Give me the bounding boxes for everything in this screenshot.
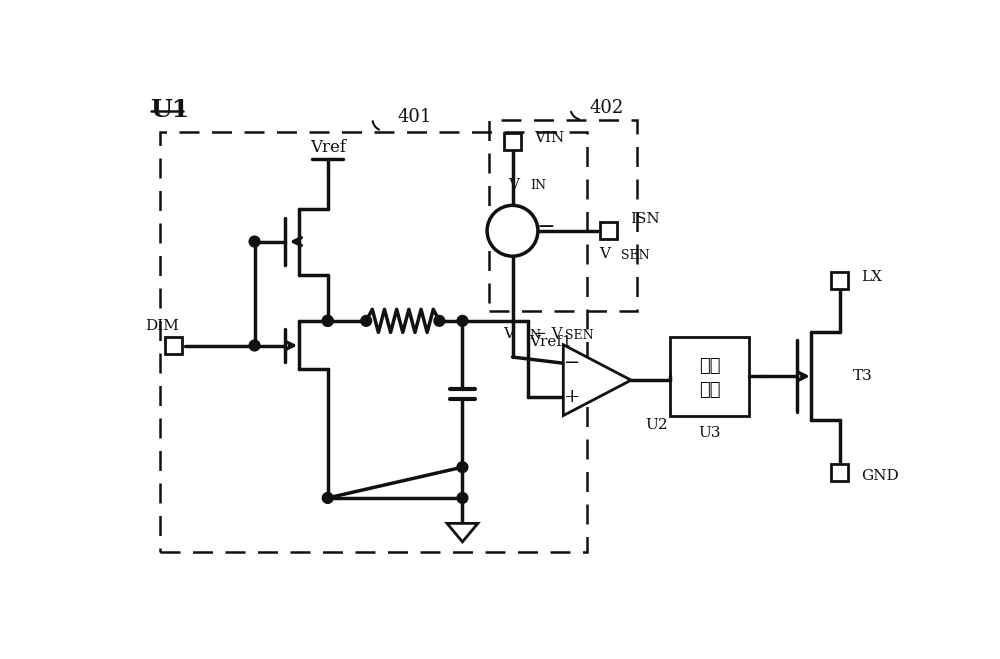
Text: U3: U3: [698, 426, 721, 440]
Circle shape: [434, 316, 445, 326]
Text: IN: IN: [525, 329, 541, 341]
Text: +: +: [564, 388, 581, 406]
Circle shape: [361, 316, 372, 326]
Text: 电路: 电路: [699, 381, 720, 399]
Text: V: V: [509, 177, 520, 192]
Circle shape: [322, 316, 333, 326]
Text: V: V: [600, 247, 611, 261]
Text: SEN: SEN: [621, 248, 650, 262]
Circle shape: [322, 492, 333, 503]
Text: T3: T3: [853, 369, 873, 384]
Text: −: −: [564, 354, 581, 372]
Circle shape: [487, 206, 538, 256]
Bar: [600, 222, 617, 239]
Text: DIM: DIM: [145, 319, 179, 333]
Text: Vref1: Vref1: [529, 335, 572, 349]
Text: ISN: ISN: [630, 212, 660, 226]
Text: IN: IN: [530, 179, 546, 192]
Circle shape: [457, 492, 468, 503]
Text: VIN: VIN: [534, 131, 564, 146]
Bar: [504, 133, 521, 150]
Text: Vref: Vref: [310, 139, 346, 156]
Circle shape: [457, 316, 468, 326]
Bar: [165, 337, 182, 354]
Text: 401: 401: [397, 108, 431, 126]
Circle shape: [457, 462, 468, 473]
Bar: [489, 120, 637, 311]
Bar: [670, 337, 749, 416]
Polygon shape: [563, 345, 631, 416]
Bar: [831, 464, 848, 481]
Text: U2: U2: [645, 418, 668, 432]
Text: −: −: [536, 216, 555, 238]
Bar: [160, 132, 587, 552]
Text: SEN: SEN: [565, 329, 593, 341]
Text: GND: GND: [861, 469, 899, 482]
Circle shape: [249, 236, 260, 247]
Text: V: V: [503, 327, 514, 341]
Bar: [831, 272, 848, 289]
Text: 控制: 控制: [699, 357, 720, 374]
Text: LX: LX: [861, 270, 882, 284]
Text: U1: U1: [151, 98, 190, 121]
Circle shape: [322, 316, 333, 326]
Text: − V: − V: [534, 327, 563, 341]
Polygon shape: [447, 523, 478, 542]
Text: 402: 402: [590, 99, 624, 117]
Circle shape: [249, 340, 260, 351]
